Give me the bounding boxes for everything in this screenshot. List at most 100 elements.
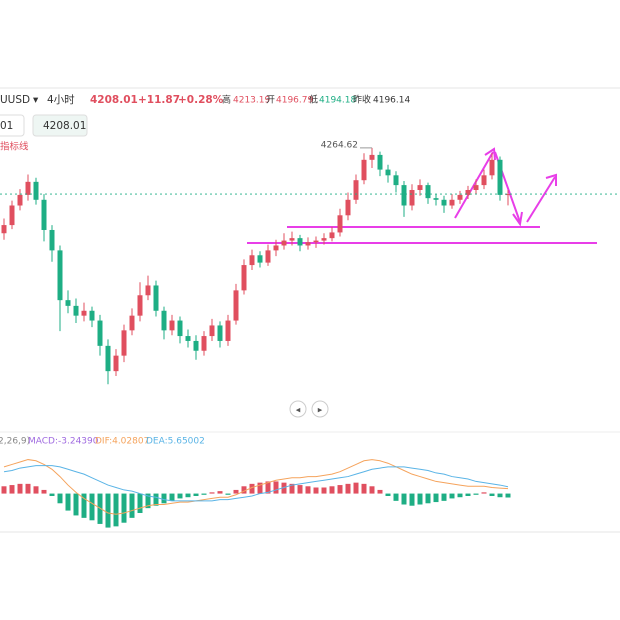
macd-bar: [321, 487, 327, 494]
candle-body: [393, 175, 399, 186]
dif-label: DIF:4.02807: [95, 437, 149, 447]
macd-bar: [497, 493, 503, 498]
macd-bar: [401, 493, 407, 505]
candle-body: [313, 240, 319, 243]
candle-body: [305, 242, 311, 246]
macd-bar: [137, 493, 143, 513]
candle-body: [409, 189, 415, 206]
macd-bar: [313, 487, 319, 494]
candle-body: [177, 320, 183, 337]
annotation: 4264.62: [321, 140, 358, 150]
low: 4194.18: [319, 96, 356, 106]
prev: 4196.14: [373, 96, 410, 106]
macd-bar: [297, 485, 303, 494]
candle-body: [497, 159, 503, 195]
drawings: [247, 147, 597, 244]
open: 4196.79: [276, 96, 313, 106]
candle-body: [121, 330, 127, 356]
input-price: 4208.01: [43, 120, 86, 132]
macd-bar: [225, 493, 231, 495]
macd-bar: [425, 493, 431, 504]
candle-body: [481, 175, 487, 186]
candle-body: [17, 194, 23, 206]
candle-body: [441, 199, 447, 206]
macd-bar: [489, 493, 495, 496]
arrow: [454, 151, 494, 219]
macd-bar: [385, 493, 391, 496]
indicator[interactable]: 指标线: [0, 141, 29, 153]
candle-body: [401, 185, 407, 206]
macd-bar: [105, 493, 111, 528]
macd-bar: [457, 493, 463, 498]
candle-body: [1, 225, 7, 234]
candle-body: [377, 154, 383, 170]
macd-bar: [201, 493, 207, 495]
macd-bar: [73, 493, 79, 516]
candle-body: [273, 245, 279, 251]
candle-body: [457, 194, 463, 200]
macd-bar: [89, 493, 95, 521]
candle-body: [425, 185, 431, 199]
nav-next[interactable]: [311, 400, 329, 418]
candle-body: [361, 159, 367, 181]
candle-body: [153, 285, 159, 311]
candle-body: [41, 199, 47, 230]
macd-label: MACD:-3.24390: [28, 437, 99, 447]
candle-body: [65, 300, 71, 306]
macd-bar: [113, 493, 119, 527]
change: +11.87: [138, 94, 180, 106]
macd-bar: [33, 486, 39, 494]
nav-prev[interactable]: [289, 400, 307, 418]
macd-bar: [505, 493, 511, 498]
macd-bar: [17, 483, 23, 494]
prev-label: 昨收: [353, 94, 371, 106]
candle-body: [433, 198, 439, 200]
low-label: 低: [309, 94, 318, 106]
macd-bar: [265, 481, 271, 494]
nav-next-icon[interactable]: ▸: [318, 406, 323, 416]
macd-bar: [153, 493, 159, 506]
macd-bar: [97, 493, 103, 524]
high: 4213.19: [233, 96, 270, 106]
candle-body: [465, 189, 471, 195]
candle-body: [449, 199, 455, 206]
input-box[interactable]: [0, 114, 25, 137]
candle-body: [321, 238, 327, 241]
macd-bar: [329, 486, 335, 494]
macd-bar: [273, 481, 279, 494]
macd-bar: [361, 483, 367, 494]
macd-bar: [473, 493, 479, 495]
macd-bar: [393, 493, 399, 501]
candle-body: [97, 320, 103, 346]
macd-bar: [353, 482, 359, 494]
macd-bar: [9, 485, 15, 494]
macd-bar: [121, 493, 127, 523]
arrow-head: [484, 147, 496, 161]
candle-body: [145, 285, 151, 296]
candle-body: [241, 265, 247, 291]
macd-bar: [129, 493, 135, 518]
period[interactable]: 4小时: [47, 94, 75, 106]
macd-bar: [25, 483, 31, 494]
candle-body: [89, 310, 95, 321]
symbol: UUSD: [0, 94, 30, 106]
candle-body: [49, 229, 55, 251]
macd-bar: [41, 489, 47, 494]
macd-bar: [209, 492, 215, 494]
candle-body: [129, 315, 135, 331]
dropdown-caret[interactable]: ▾: [33, 94, 39, 106]
macd-bar: [145, 493, 151, 509]
price-box[interactable]: [32, 114, 88, 137]
macd-bar: [417, 493, 423, 505]
nav-prev-icon[interactable]: ◂: [296, 406, 301, 416]
macd-bar: [305, 486, 311, 494]
dea-label: DEA:5.65002: [146, 437, 205, 447]
arrow-head: [545, 173, 557, 186]
macd-bar: [177, 493, 183, 499]
macd-bar: [49, 493, 55, 496]
macd-bar: [233, 489, 239, 494]
candle-body: [489, 159, 495, 176]
candle-body: [281, 240, 287, 246]
